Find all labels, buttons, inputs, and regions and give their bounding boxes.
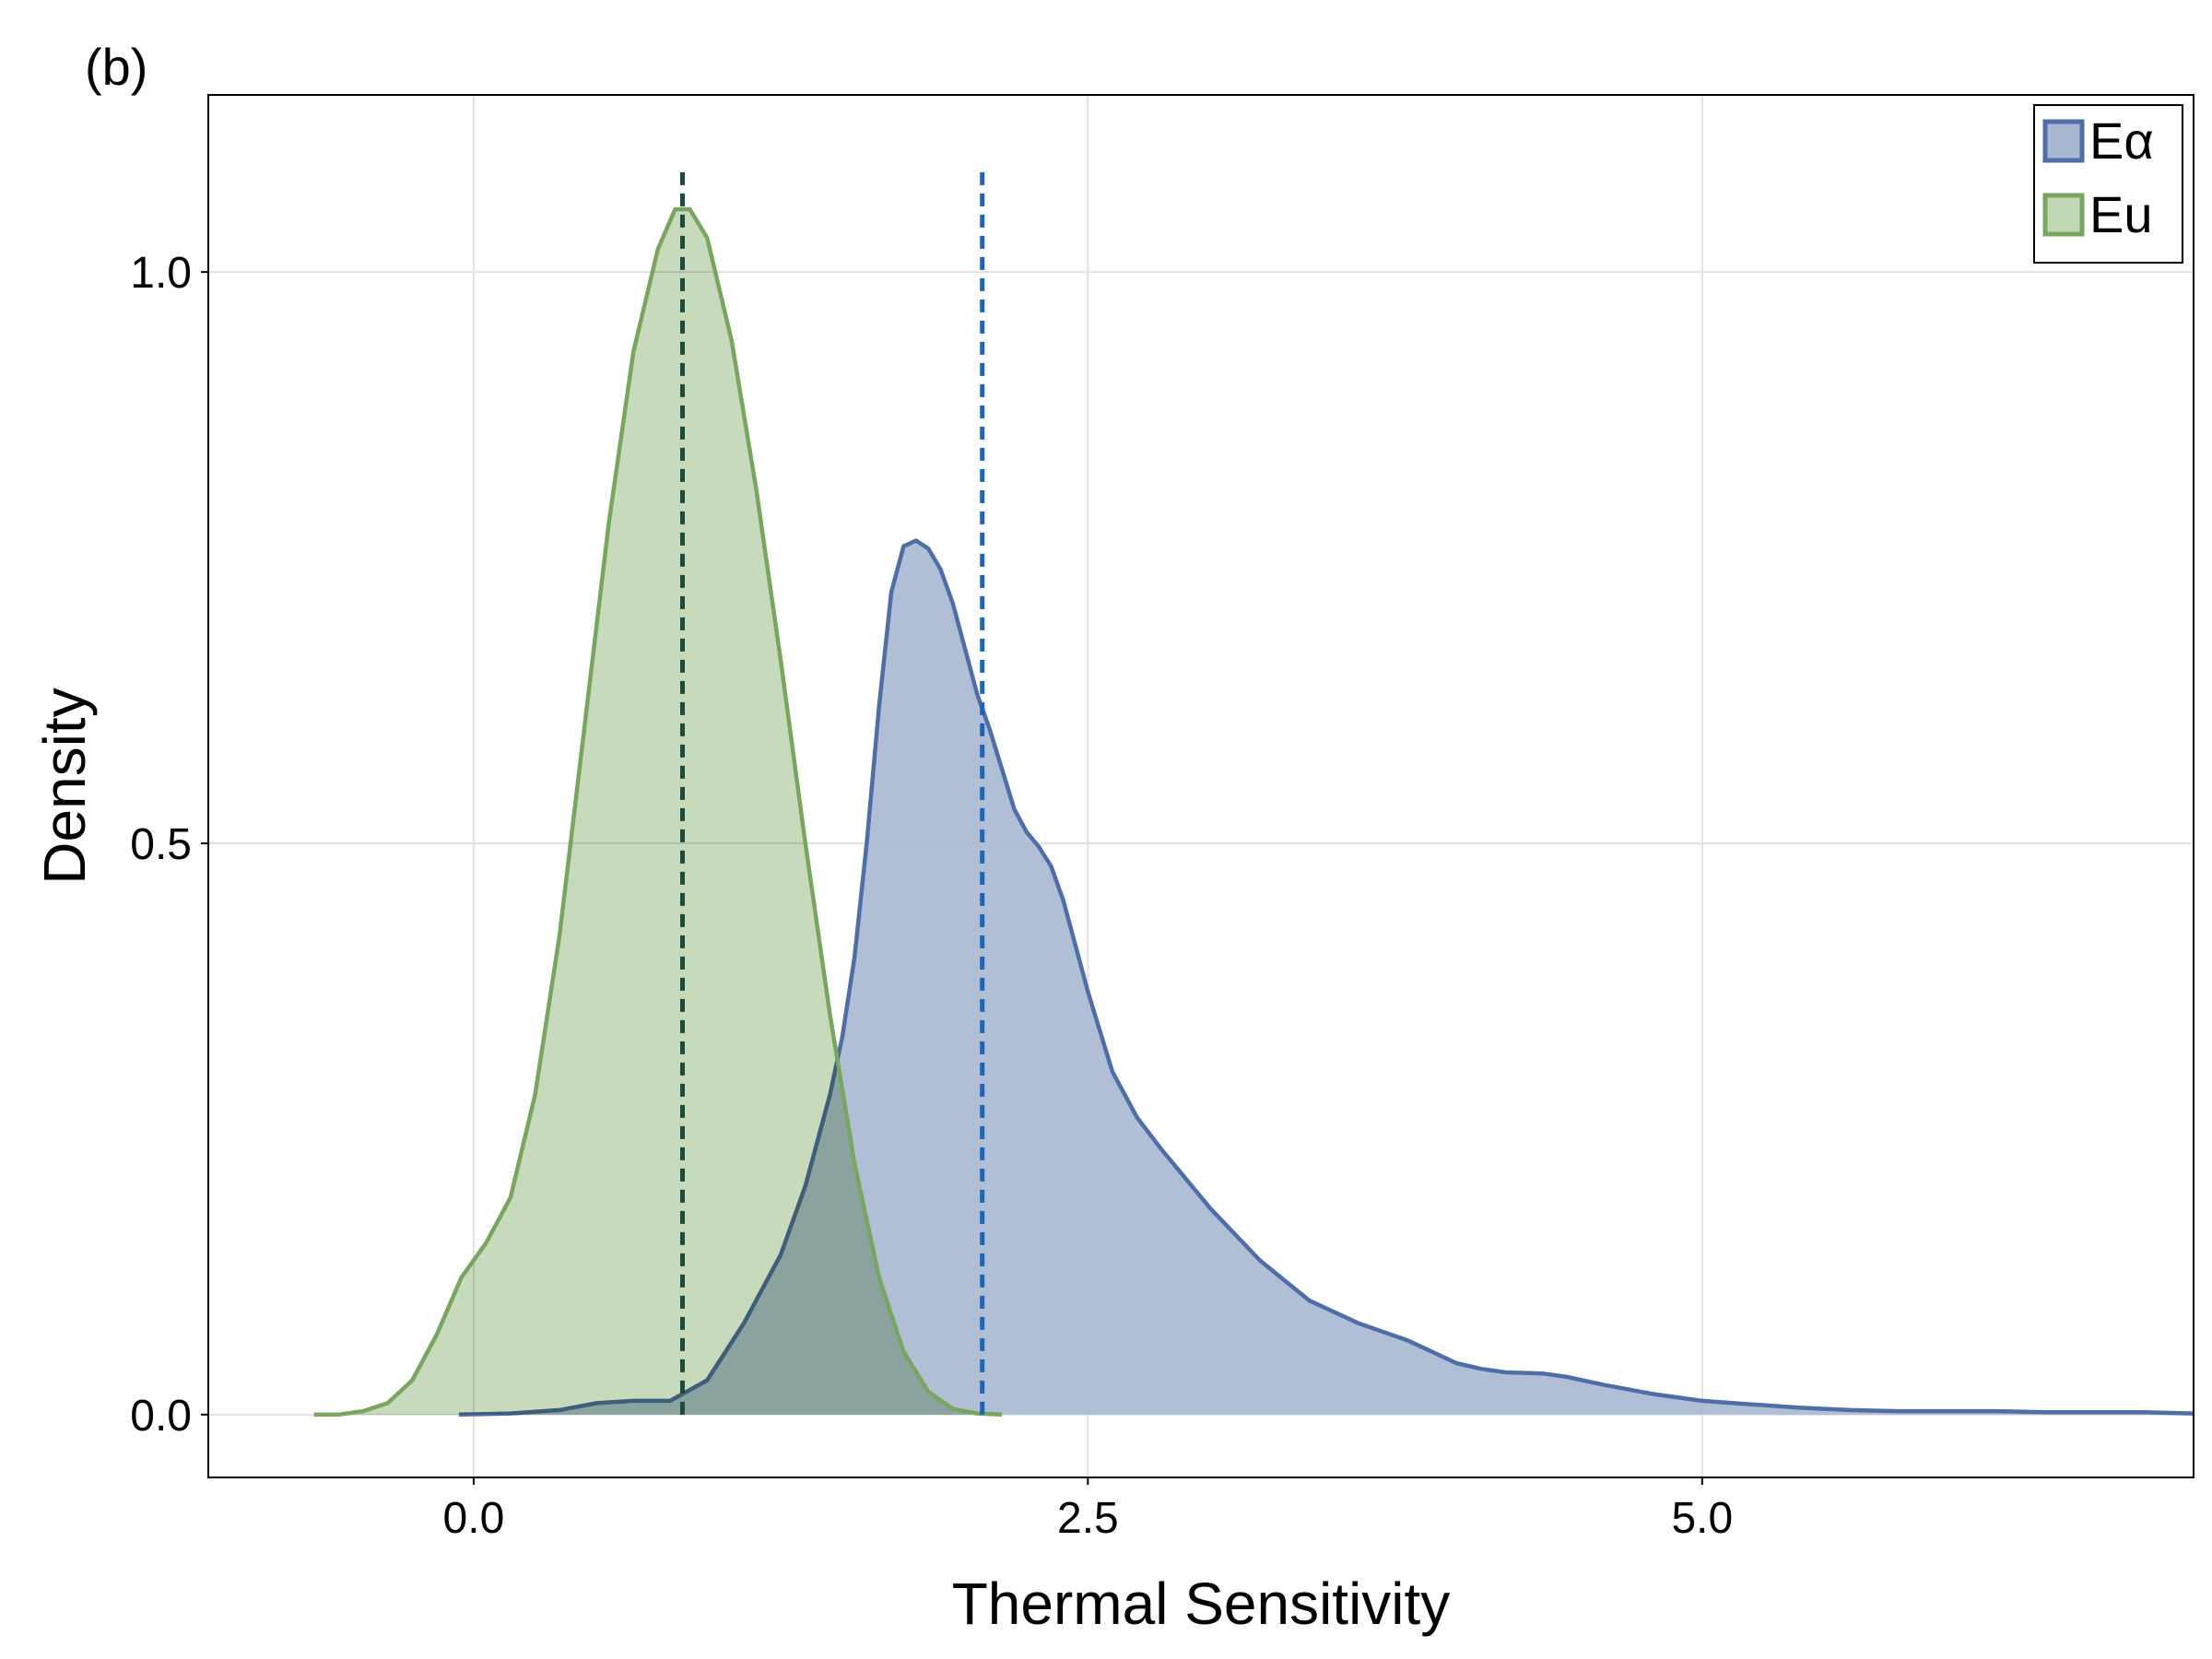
legend-label-1: Eu xyxy=(2089,185,2153,243)
x-tick-label-2: 5.0 xyxy=(1671,1494,1733,1543)
legend-swatch-0 xyxy=(2042,119,2085,163)
mean-lines xyxy=(680,169,985,1415)
legend: Eα Eu xyxy=(2033,104,2183,264)
series-0-area xyxy=(458,540,2194,1415)
x-tick-label-1: 2.5 xyxy=(1057,1494,1119,1543)
y-tick-label-2: 1.0 xyxy=(130,249,192,298)
y-tick-label-1: 0.5 xyxy=(130,820,192,869)
legend-label-0: Eα xyxy=(2089,112,2154,170)
series-1-area xyxy=(313,209,1003,1415)
x-axis-title: Thermal Sensitivity xyxy=(952,1571,1451,1637)
plot-frame xyxy=(207,94,2194,1478)
y-tick-label-0: 0.0 xyxy=(130,1392,192,1441)
panel-label: (b) xyxy=(85,38,148,96)
y-axis-title: Density xyxy=(31,688,98,884)
x-tick-label-0: 0.0 xyxy=(443,1494,505,1543)
series-1-outline xyxy=(313,206,1003,1418)
density-series xyxy=(313,206,2194,1418)
axis-ticks: 0.0 2.5 5.0 0.0 0.5 1.0 xyxy=(130,249,1733,1543)
legend-swatch-1 xyxy=(2042,193,2085,237)
